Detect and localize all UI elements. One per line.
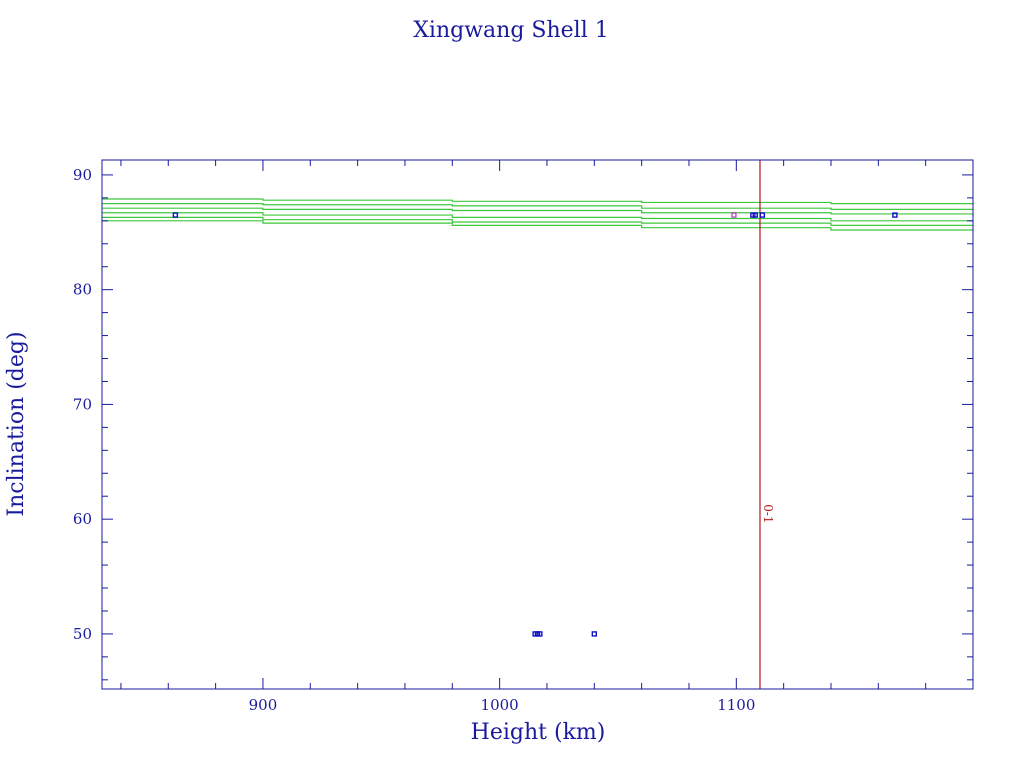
y-tick-label: 60 [73, 510, 92, 528]
chart-title: Xingwang Shell 1 [413, 18, 608, 43]
magenta-point-1 [731, 212, 737, 218]
band-line-1 [102, 198, 974, 205]
x-tick-label: 900 [249, 696, 278, 714]
bands-layer [102, 198, 974, 232]
data-point-8 [537, 631, 543, 637]
band-line-4 [102, 212, 974, 222]
data-point-9 [591, 631, 598, 637]
y-tick-label: 70 [73, 395, 92, 413]
y-tick-label: 90 [73, 166, 92, 184]
y-tick-label: 80 [73, 281, 92, 299]
band-line-5 [102, 216, 974, 227]
reference-line-label: 0-1 [761, 504, 775, 523]
ticks-layer: 900 1000 1100 50 60 70 80 90 [73, 160, 974, 714]
band-line-2 [102, 203, 974, 211]
band-line-6 [102, 220, 974, 232]
data-point-1 [172, 212, 179, 218]
x-axis-label: Height (km) [471, 720, 606, 745]
y-axis-label: Inclination (deg) [4, 331, 29, 516]
reference-layer: 0-1 [759, 160, 775, 689]
data-point-5 [892, 212, 898, 218]
y-tick-label: 50 [73, 625, 92, 643]
x-tick-label: 1100 [717, 696, 755, 714]
plot-frame [101, 159, 974, 690]
points-layer [172, 212, 898, 637]
data-point-3 [752, 212, 758, 218]
band-line-3 [102, 207, 974, 217]
x-tick-label: 1000 [481, 696, 519, 714]
data-point-4 [759, 212, 766, 218]
